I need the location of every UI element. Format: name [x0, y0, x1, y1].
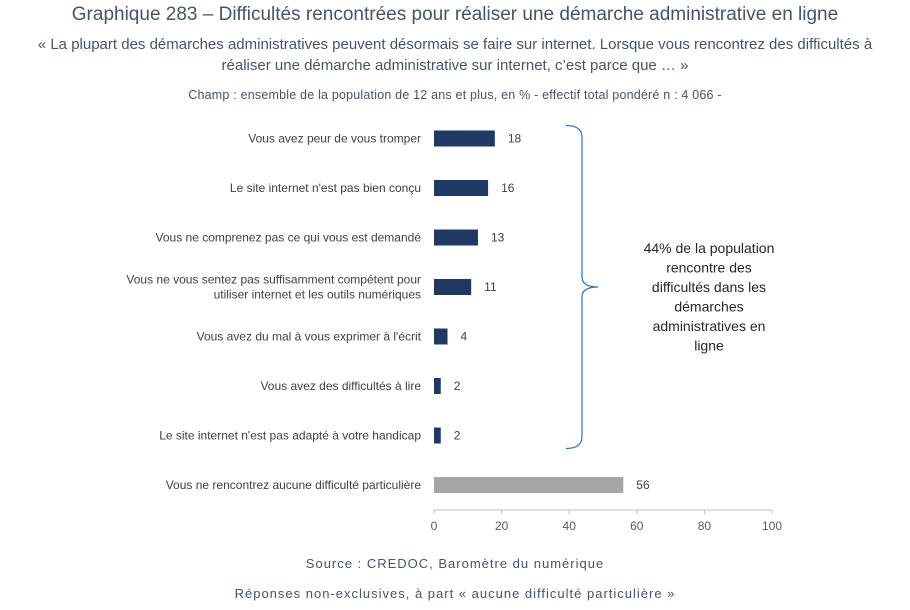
bar: [434, 180, 489, 196]
category-label: Vous ne rencontrez aucune difficulté par…: [166, 478, 422, 492]
x-tick-label: 60: [630, 519, 644, 533]
category-label: Vous ne comprenez pas ce qui vous est de…: [156, 231, 422, 245]
annotation-line: rencontre des: [666, 260, 752, 276]
data-label: 18: [508, 132, 522, 146]
annotation-line: ligne: [694, 338, 724, 354]
x-tick-label: 80: [698, 519, 712, 533]
category-label-line: Vous avez peur de vous tromper: [248, 132, 421, 146]
curly-brace: [565, 124, 599, 450]
bar-chart: 18 Vous avez peur de vous tromper 16 Le sit…: [126, 124, 782, 533]
annotation-line: 44% de la population: [644, 240, 775, 256]
footnote: Réponses non-exclusives, à part « aucune…: [234, 586, 676, 601]
category-label: Le site internet n'est pas bien conçu: [230, 181, 421, 195]
data-label: 2: [454, 379, 461, 393]
bar: [434, 279, 472, 295]
category-label: Vous ne vous sentez pas suffisamment com…: [126, 273, 421, 302]
category-label: Vous avez du mal à vous exprimer à l'écr…: [197, 330, 422, 344]
subtitle-line-2: réaliser une démarche administrative sur…: [221, 57, 689, 74]
category-label-line: Vous ne rencontrez aucune difficulté par…: [166, 478, 422, 492]
category-label-line: Vous ne vous sentez pas suffisamment com…: [126, 273, 421, 287]
annotation-line: difficultés dans les: [652, 279, 766, 295]
category-label-line: Vous avez des difficultés à lire: [260, 379, 421, 393]
category-label: Vous avez peur de vous tromper: [248, 132, 421, 146]
bar: [434, 229, 478, 246]
category-label: Le site internet n'est pas adapté à votr…: [159, 429, 421, 443]
bar: [434, 477, 624, 493]
data-label: 13: [491, 231, 505, 245]
category-label-line: Le site internet n'est pas adapté à votr…: [159, 429, 421, 443]
annotation-line: administratives en: [653, 318, 766, 334]
x-tick-label: 40: [563, 519, 577, 533]
annotation-line: démarches: [674, 299, 743, 315]
chart-title: Graphique 283 – Difficultés rencontrées …: [71, 4, 839, 25]
source-note: Source : CREDOC, Baromètre du numérique: [305, 556, 605, 571]
data-label: 56: [636, 478, 650, 492]
subtitle-line-1: « La plupart des démarches administrativ…: [37, 36, 873, 53]
x-tick-label: 100: [762, 519, 782, 533]
category-label-line: Vous ne comprenez pas ce qui vous est de…: [156, 231, 422, 245]
bar: [434, 328, 448, 345]
data-label: 16: [501, 181, 515, 195]
category-label-line: Le site internet n'est pas bien conçu: [230, 181, 421, 195]
x-tick-label: 20: [495, 519, 509, 533]
x-tick-label: 0: [431, 519, 438, 533]
category-label: Vous avez des difficultés à lire: [260, 379, 421, 393]
annotation-text: 44% de la population rencontre des difficu…: [644, 240, 775, 354]
data-label: 4: [461, 330, 468, 344]
data-label: 2: [454, 429, 461, 443]
chart-scope: Champ : ensemble de la population de 12 …: [188, 88, 722, 102]
bar: [434, 427, 441, 444]
category-label-line: utiliser internet et les outils numériqu…: [214, 288, 421, 302]
category-label-line: Vous avez du mal à vous exprimer à l'écr…: [197, 330, 422, 344]
data-label: 11: [484, 280, 497, 294]
bar: [434, 130, 495, 147]
bar: [434, 378, 441, 394]
chart-subtitle: « La plupart des démarches administrativ…: [30, 34, 880, 76]
